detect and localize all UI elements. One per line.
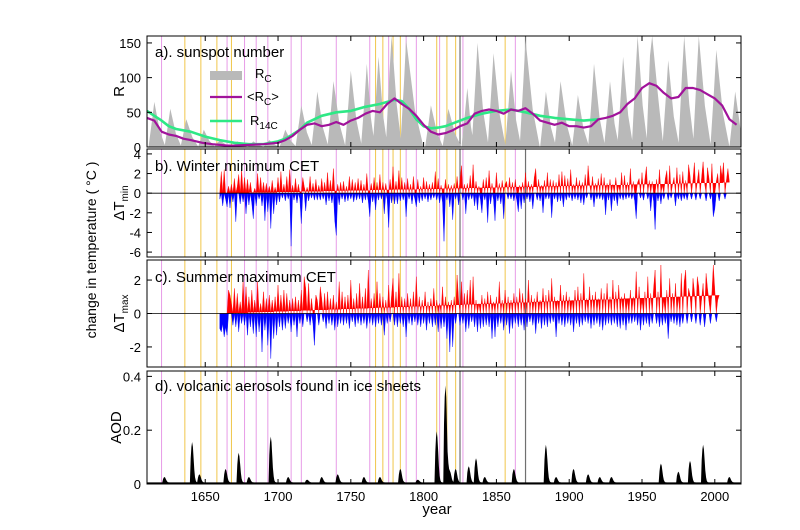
panel-d-title: d). volcanic aerosols found in ice sheet… — [155, 378, 421, 395]
x-tick-label-1950: 1950 — [628, 489, 657, 504]
y-tick-label-3-0.2: 0.2 — [123, 423, 141, 438]
legend-label-rc: RC — [255, 66, 272, 85]
x-tick-label-1850: 1850 — [482, 489, 511, 504]
y-tick-label-1-0: 0 — [134, 186, 141, 201]
r14c-line — [147, 98, 599, 146]
x-tick-label-1650: 1650 — [191, 489, 220, 504]
x-tick-label-1800: 1800 — [409, 489, 438, 504]
panel-d-aod: 0 0.2 0.4 d). volcanic aerosols found in ic… — [108, 369, 742, 504]
panel-d-ylabel: AOD — [108, 411, 125, 444]
panel-winter-min: -6 -4 -2 0 2 4 b). Winter minimum CET ΔTmin — [111, 147, 742, 260]
winter-min-ylabel-sub: min — [120, 185, 131, 201]
summer-max-warm-area — [219, 264, 720, 314]
y-tick-label-0-100: 100 — [119, 71, 141, 86]
legend-sub-r14c: 14C — [259, 121, 277, 132]
shared-y-axis-label: change in temperature ( °C ) — [83, 162, 99, 339]
y-tick-label-2--2: -2 — [129, 340, 141, 355]
panel-a-ylabel: R — [111, 86, 128, 97]
panel-frame-1 — [146, 148, 742, 258]
x-tick-label-1900: 1900 — [555, 489, 584, 504]
summer-max-ylabel: ΔTmax — [111, 294, 131, 332]
winter-min-warm-area — [219, 161, 730, 194]
y-tick-label-2-0: 0 — [134, 307, 141, 322]
legend-label-r14c: R14C — [250, 113, 278, 132]
legend-swatch-rc — [210, 71, 242, 80]
legend-sub-rc-avg: C — [264, 97, 271, 108]
summer-max-title: c). Summer maximum CET — [155, 269, 336, 286]
winter-min-cold-area — [219, 192, 730, 247]
aod-area — [147, 385, 741, 484]
y-tick-label-1-2: 2 — [134, 167, 141, 182]
panel-frame-0 — [146, 35, 742, 148]
x-tick-label-2000: 2000 — [700, 489, 729, 504]
panel-frame-3 — [146, 370, 742, 485]
y-tick-label-1--6: -6 — [129, 245, 141, 260]
legend-label-rc-avg: <RC> — [247, 89, 279, 108]
panel-summer-max: -2 0 2 c). Summer maximum CET ΔTmax — [111, 259, 742, 368]
winter-min-ylabel: ΔTmin — [111, 185, 131, 220]
y-tick-label-3-0.4: 0.4 — [123, 369, 141, 384]
y-tick-label-1-4: 4 — [134, 147, 141, 162]
x-axis-label: year — [422, 501, 451, 518]
y-tick-label-0-0: 0 — [134, 140, 141, 155]
panel-a-sunspot: 0 50 100 150 a). sunspot number R RC <RC> R14C — [111, 35, 742, 155]
y-tick-label-2-2: 2 — [134, 273, 141, 288]
x-tick-label-1700: 1700 — [264, 489, 293, 504]
y-tick-label-1--2: -2 — [129, 206, 141, 221]
y-tick-label-0-50: 50 — [127, 105, 141, 120]
panel-a-title: a). sunspot number — [155, 44, 284, 61]
summer-max-ylabel-sub: max — [120, 294, 131, 313]
y-tick-label-3-0: 0 — [134, 477, 141, 492]
winter-min-title: b). Winter minimum CET — [155, 158, 319, 175]
x-tick-label-1750: 1750 — [336, 489, 365, 504]
rc-average-line — [147, 82, 738, 147]
y-tick-label-0-150: 150 — [119, 36, 141, 51]
y-tick-label-1--4: -4 — [129, 225, 141, 240]
legend-label-rc-avg-close: > — [271, 89, 279, 104]
summer-max-cold-area — [219, 313, 720, 359]
legend-sub-rc: C — [264, 74, 271, 85]
